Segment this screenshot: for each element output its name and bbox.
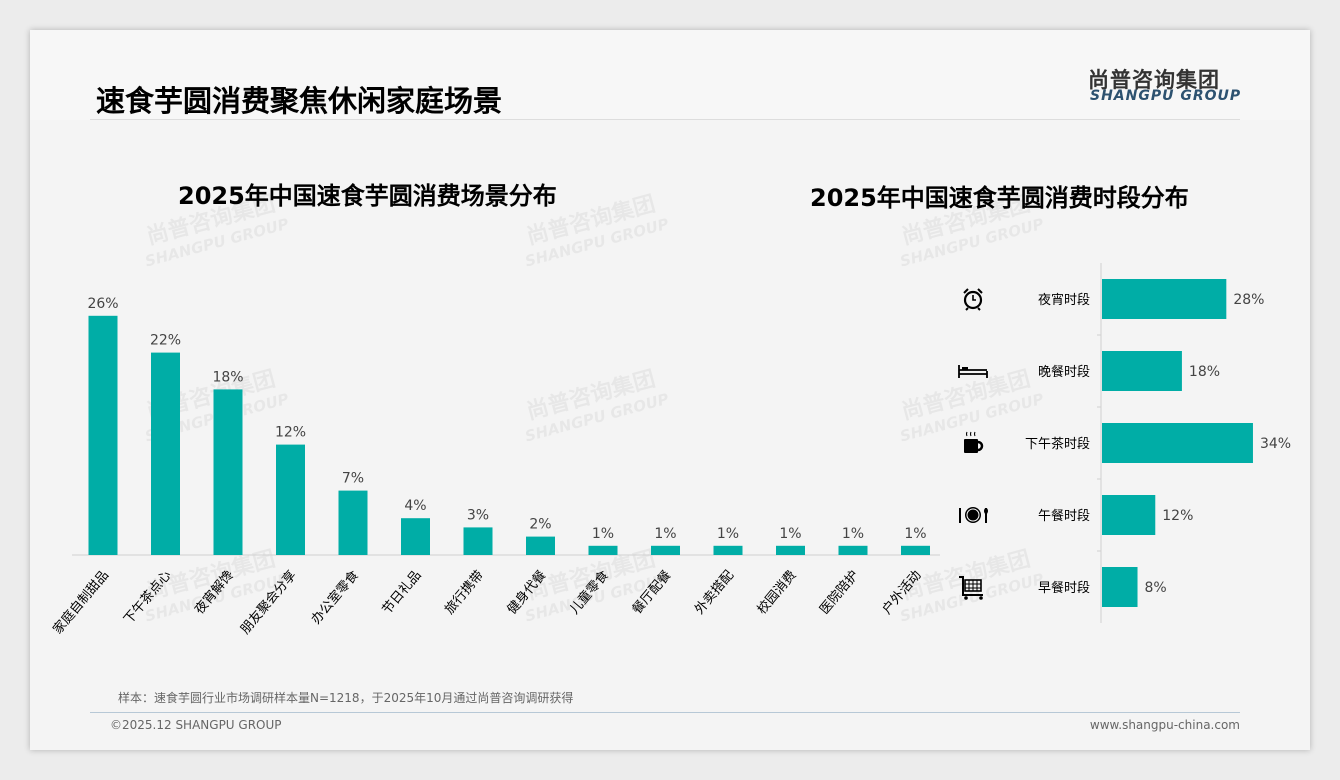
data-label: 8% xyxy=(1145,580,1167,596)
x-tick-label: 医院陪护 xyxy=(817,568,862,617)
data-label: 18% xyxy=(212,369,243,385)
y-tick-label: 夜宵时段 xyxy=(1038,292,1090,308)
x-tick-label: 校园消费 xyxy=(754,567,800,617)
charts: 26% 家庭自制甜品 22% 下午茶点心 18% 夜宵解馋 12% 朋友聚会分享 7% 办公室零食… xyxy=(50,263,1291,637)
x-tick-label: 餐厅配餐 xyxy=(629,567,675,617)
left-chart-title: 2025年中国速食芋圆消费场景分布 xyxy=(178,182,557,210)
data-label: 34% xyxy=(1260,436,1291,452)
right-chart-title: 2025年中国速食芋圆消费时段分布 xyxy=(810,184,1189,212)
bar xyxy=(213,389,243,555)
data-label: 22% xyxy=(150,333,181,349)
data-label: 1% xyxy=(654,526,676,542)
divider xyxy=(90,119,1240,120)
slide: 速食芋圆消费聚焦休闲家庭场景 尚普咨询集团 SHANGPU GROUP 尚普咨询… xyxy=(30,30,1310,750)
bar xyxy=(151,352,180,555)
data-label: 1% xyxy=(779,526,801,542)
bar xyxy=(276,444,305,555)
y-tick-label: 早餐时段 xyxy=(1038,580,1090,596)
bar xyxy=(1102,351,1182,391)
data-label: 1% xyxy=(592,526,614,542)
logo-cn: 尚普咨询集团 xyxy=(1088,68,1220,92)
bar xyxy=(651,545,680,555)
data-label: 7% xyxy=(342,471,364,487)
y-tick-label: 下午茶时段 xyxy=(1025,436,1090,452)
header-band xyxy=(30,30,1310,120)
bar xyxy=(526,536,555,555)
footer-divider xyxy=(90,712,1240,713)
bar xyxy=(776,545,805,555)
bar xyxy=(1102,567,1138,607)
page-title: 速食芋圆消费聚焦休闲家庭场景 xyxy=(96,84,503,118)
sample-note: 样本：速食芋圆行业市场调研样本量N=1218，于2025年10月通过尚普咨询调研… xyxy=(118,691,574,705)
data-label: 4% xyxy=(404,498,426,514)
bar xyxy=(901,545,930,555)
bar xyxy=(88,315,118,555)
shopping-cart-icon xyxy=(959,576,983,600)
data-label: 3% xyxy=(467,507,489,523)
copyright: ©2025.12 SHANGPU GROUP xyxy=(110,718,282,732)
website: www.shangpu-china.com xyxy=(1089,718,1240,732)
x-tick-label: 办公室零食 xyxy=(308,567,362,627)
x-tick-label: 儿童零食 xyxy=(566,567,612,617)
x-tick-label: 下午茶点心 xyxy=(121,567,175,627)
plate-cutlery-icon xyxy=(959,507,988,523)
x-tick-label: 健身代餐 xyxy=(504,567,550,617)
x-tick-label: 旅行携带 xyxy=(441,567,487,617)
logo-en: SHANGPU GROUP xyxy=(1090,88,1242,104)
x-tick-label: 朋友聚会分享 xyxy=(237,567,299,637)
x-tick-label: 户外活动 xyxy=(879,567,925,617)
bar xyxy=(463,527,493,555)
bar xyxy=(1102,423,1253,463)
data-label: 28% xyxy=(1233,292,1264,308)
bar xyxy=(588,545,618,555)
y-tick-label: 晚餐时段 xyxy=(1038,364,1090,380)
bed-icon xyxy=(958,365,988,378)
data-label: 12% xyxy=(275,425,306,441)
x-tick-label: 节日礼品 xyxy=(379,567,425,617)
y-tick-label: 午餐时段 xyxy=(1038,508,1090,524)
data-label: 18% xyxy=(1189,364,1220,380)
data-label: 1% xyxy=(842,526,864,542)
data-label: 1% xyxy=(904,526,926,542)
coffee-mug-icon xyxy=(964,431,984,453)
x-tick-label: 外卖搭配 xyxy=(691,567,737,617)
bar xyxy=(1102,279,1227,319)
bar xyxy=(338,490,368,555)
bar xyxy=(713,545,743,555)
bar xyxy=(401,518,430,555)
bar xyxy=(838,545,868,555)
data-label: 1% xyxy=(717,526,739,542)
data-label: 12% xyxy=(1162,508,1193,524)
alarm-clock-icon xyxy=(963,288,983,311)
data-label: 26% xyxy=(87,296,118,312)
bar xyxy=(1102,495,1156,535)
data-label: 2% xyxy=(529,517,551,533)
x-tick-label: 家庭自制甜品 xyxy=(50,567,112,637)
x-tick-label: 夜宵解馋 xyxy=(191,567,237,617)
